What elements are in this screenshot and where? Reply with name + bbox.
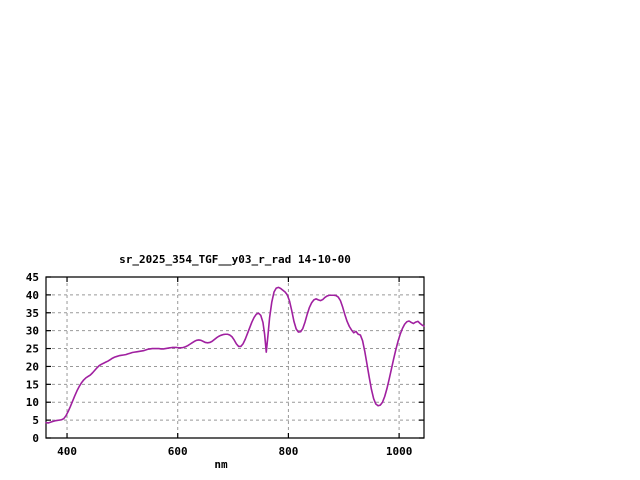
- y-tick-label: 25: [26, 343, 39, 356]
- x-tick-label: 600: [168, 445, 188, 458]
- y-tick-label: 0: [32, 432, 39, 445]
- y-tick-label: 40: [26, 289, 39, 302]
- y-tick-label: 30: [26, 325, 39, 338]
- y-tick-label: 35: [26, 307, 39, 320]
- y-tick-label: 10: [26, 396, 39, 409]
- x-tick-label: 400: [57, 445, 77, 458]
- x-tick-label: 800: [278, 445, 298, 458]
- x-axis-title: nm: [214, 458, 228, 471]
- y-axis-ticks: 0 5 10 15 20 25 30 35 40 45: [26, 271, 424, 445]
- x-axis-ticks: 400 600 800 1000: [57, 277, 412, 458]
- y-tick-label: 45: [26, 271, 39, 284]
- y-tick-label: 15: [26, 378, 39, 391]
- gridlines: [46, 277, 424, 438]
- y-tick-label: 5: [32, 414, 39, 427]
- y-tick-label: 20: [26, 360, 39, 373]
- plot-frame: [45, 276, 425, 439]
- chart-title: sr_2025_354_TGF__y03_r_rad 14-10-00: [119, 253, 351, 266]
- x-tick-label: 1000: [386, 445, 413, 458]
- spectrum-data-line: [45, 286, 425, 424]
